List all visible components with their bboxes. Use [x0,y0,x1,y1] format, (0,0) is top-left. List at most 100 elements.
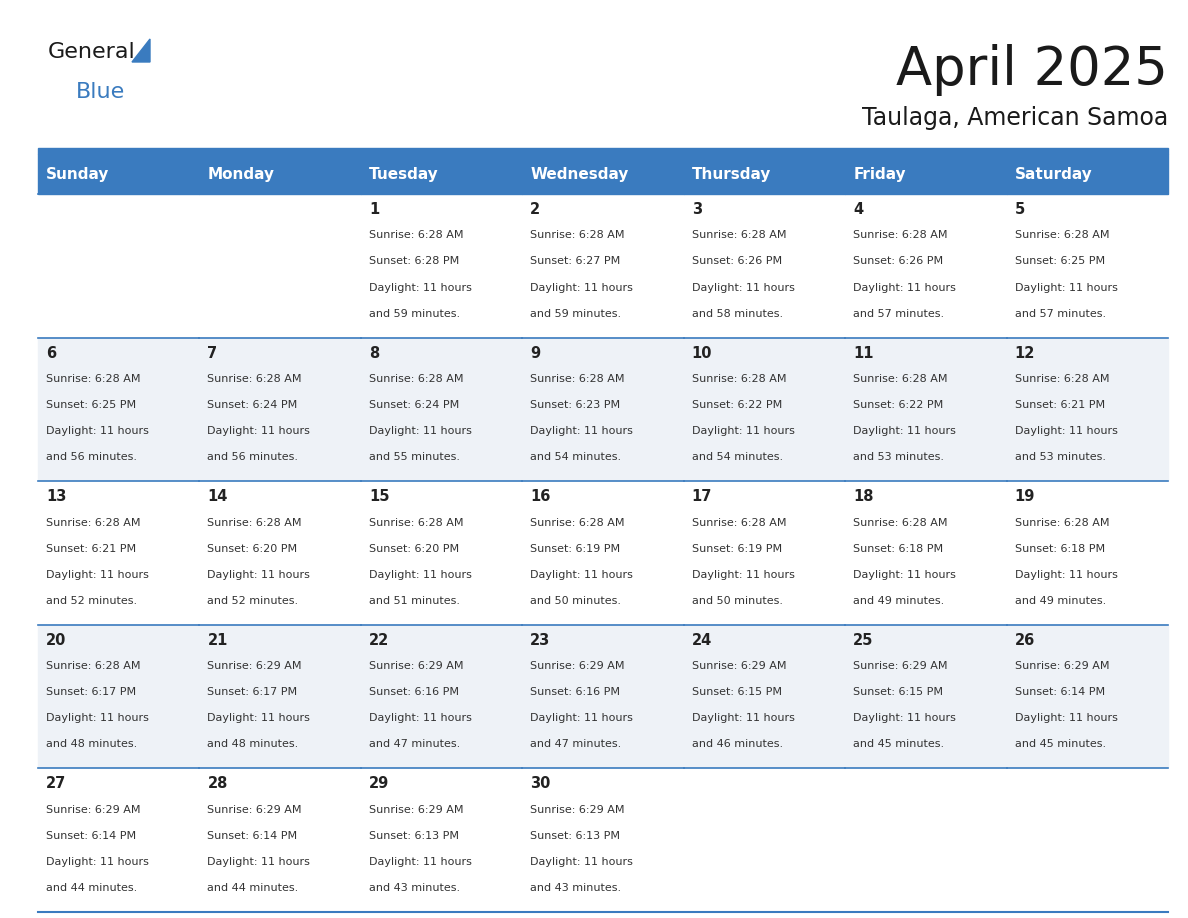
Bar [361,625,523,768]
Text: and 50 minutes.: and 50 minutes. [691,596,783,606]
Text: 30: 30 [530,777,551,791]
Text: Sunset: 6:26 PM: Sunset: 6:26 PM [691,256,782,266]
Text: Sunrise: 6:28 AM: Sunrise: 6:28 AM [208,374,302,384]
Text: Sunset: 6:14 PM: Sunset: 6:14 PM [1015,688,1105,698]
Text: Sunset: 6:26 PM: Sunset: 6:26 PM [853,256,943,266]
Text: Daylight: 11 hours: Daylight: 11 hours [208,570,310,580]
Text: and 49 minutes.: and 49 minutes. [1015,596,1106,606]
Text: 27: 27 [46,777,67,791]
Text: Blue: Blue [76,82,125,102]
Text: April 2025: April 2025 [896,44,1168,96]
Text: 4: 4 [853,202,864,217]
Text: 24: 24 [691,633,712,648]
Text: Sunset: 6:14 PM: Sunset: 6:14 PM [208,831,297,841]
Text: Sunrise: 6:28 AM: Sunrise: 6:28 AM [46,374,140,384]
Bar [523,194,684,338]
Text: Sunrise: 6:29 AM: Sunrise: 6:29 AM [208,805,302,815]
Text: Daylight: 11 hours: Daylight: 11 hours [691,713,795,723]
Bar [361,481,523,625]
Bar [200,194,361,338]
Text: and 54 minutes.: and 54 minutes. [530,453,621,463]
Text: Daylight: 11 hours: Daylight: 11 hours [46,570,148,580]
Text: and 50 minutes.: and 50 minutes. [530,596,621,606]
Bar [845,194,1006,338]
Text: Sunrise: 6:28 AM: Sunrise: 6:28 AM [530,374,625,384]
Bar [523,768,684,912]
Bar [361,338,523,481]
Text: Sunrise: 6:28 AM: Sunrise: 6:28 AM [1015,230,1110,241]
Text: 11: 11 [853,345,873,361]
Text: Sunrise: 6:28 AM: Sunrise: 6:28 AM [691,374,786,384]
Text: 28: 28 [208,777,228,791]
Text: Sunset: 6:14 PM: Sunset: 6:14 PM [46,831,137,841]
Text: Sunrise: 6:28 AM: Sunrise: 6:28 AM [368,230,463,241]
Bar [38,338,200,481]
Text: General: General [48,42,135,62]
Text: 10: 10 [691,345,713,361]
Text: 9: 9 [530,345,541,361]
Text: Sunrise: 6:28 AM: Sunrise: 6:28 AM [368,374,463,384]
Text: Daylight: 11 hours: Daylight: 11 hours [368,283,472,293]
Bar [523,338,684,481]
Text: Daylight: 11 hours: Daylight: 11 hours [46,857,148,867]
Text: 23: 23 [530,633,550,648]
Text: 12: 12 [1015,345,1035,361]
Text: Sunset: 6:15 PM: Sunset: 6:15 PM [691,688,782,698]
Text: and 44 minutes.: and 44 minutes. [208,883,298,893]
Text: Daylight: 11 hours: Daylight: 11 hours [368,713,472,723]
Text: Daylight: 11 hours: Daylight: 11 hours [530,426,633,436]
Text: Sunrise: 6:28 AM: Sunrise: 6:28 AM [530,518,625,528]
Text: Daylight: 11 hours: Daylight: 11 hours [853,713,956,723]
Text: and 54 minutes.: and 54 minutes. [691,453,783,463]
Text: Sunset: 6:28 PM: Sunset: 6:28 PM [368,256,459,266]
Text: and 51 minutes.: and 51 minutes. [368,596,460,606]
Text: Sunrise: 6:29 AM: Sunrise: 6:29 AM [853,661,948,671]
Text: Sunrise: 6:29 AM: Sunrise: 6:29 AM [208,661,302,671]
Text: 29: 29 [368,777,390,791]
Text: Sunrise: 6:28 AM: Sunrise: 6:28 AM [46,661,140,671]
Bar [361,768,523,912]
Text: Thursday: Thursday [691,166,771,182]
Text: and 53 minutes.: and 53 minutes. [1015,453,1106,463]
Text: 26: 26 [1015,633,1035,648]
Text: 13: 13 [46,489,67,504]
Text: Sunrise: 6:28 AM: Sunrise: 6:28 AM [853,518,948,528]
Text: 17: 17 [691,489,712,504]
Bar [200,625,361,768]
Text: Daylight: 11 hours: Daylight: 11 hours [368,426,472,436]
Bar [38,625,200,768]
Text: Sunset: 6:24 PM: Sunset: 6:24 PM [208,400,298,410]
Text: Sunday: Sunday [46,166,109,182]
Text: Sunset: 6:25 PM: Sunset: 6:25 PM [46,400,137,410]
Text: Daylight: 11 hours: Daylight: 11 hours [208,713,310,723]
Text: Sunset: 6:18 PM: Sunset: 6:18 PM [1015,543,1105,554]
Text: Daylight: 11 hours: Daylight: 11 hours [691,426,795,436]
Bar [684,194,845,338]
Bar [845,154,1006,194]
Text: and 52 minutes.: and 52 minutes. [46,596,137,606]
Text: Taulaga, American Samoa: Taulaga, American Samoa [861,106,1168,130]
Text: Sunset: 6:19 PM: Sunset: 6:19 PM [530,543,620,554]
Bar [684,625,845,768]
Text: 14: 14 [208,489,228,504]
Text: Sunrise: 6:28 AM: Sunrise: 6:28 AM [1015,374,1110,384]
Text: Daylight: 11 hours: Daylight: 11 hours [1015,283,1118,293]
Text: Sunrise: 6:29 AM: Sunrise: 6:29 AM [691,661,786,671]
Text: Daylight: 11 hours: Daylight: 11 hours [208,857,310,867]
Text: Sunrise: 6:28 AM: Sunrise: 6:28 AM [208,518,302,528]
Text: Daylight: 11 hours: Daylight: 11 hours [208,426,310,436]
Bar [684,154,845,194]
Text: and 59 minutes.: and 59 minutes. [368,308,460,319]
Text: Sunset: 6:17 PM: Sunset: 6:17 PM [46,688,137,698]
Text: Sunset: 6:27 PM: Sunset: 6:27 PM [530,256,620,266]
Text: Sunrise: 6:28 AM: Sunrise: 6:28 AM [691,230,786,241]
Text: Daylight: 11 hours: Daylight: 11 hours [368,570,472,580]
Text: Sunset: 6:19 PM: Sunset: 6:19 PM [691,543,782,554]
Text: Friday: Friday [853,166,905,182]
Text: Daylight: 11 hours: Daylight: 11 hours [530,713,633,723]
Text: Tuesday: Tuesday [368,166,438,182]
Text: Sunset: 6:13 PM: Sunset: 6:13 PM [368,831,459,841]
Text: Daylight: 11 hours: Daylight: 11 hours [530,283,633,293]
Text: Daylight: 11 hours: Daylight: 11 hours [853,426,956,436]
Text: Sunrise: 6:29 AM: Sunrise: 6:29 AM [530,661,625,671]
